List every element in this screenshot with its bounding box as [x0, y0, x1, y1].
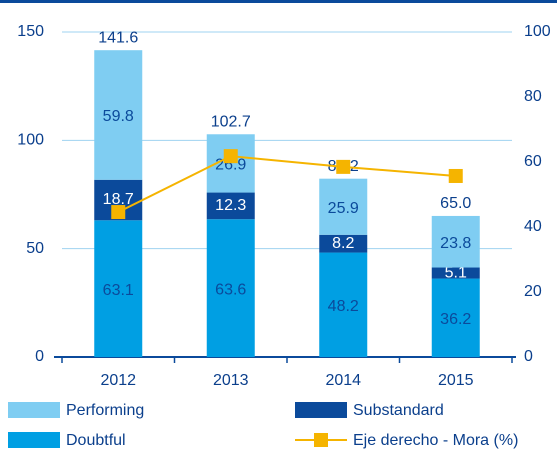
bar-segment: [431, 278, 480, 357]
total-label: 141.6: [98, 29, 138, 46]
data-label: 8.2: [332, 235, 354, 252]
total-label: 102.7: [211, 113, 251, 130]
legend-label: Substandard: [353, 402, 444, 419]
line-series: [117, 155, 456, 213]
y2-tick-label: 80: [524, 88, 542, 105]
legend-label: Performing: [66, 402, 144, 419]
y-tick-label: 100: [17, 132, 44, 149]
y2-tick-label: 100: [524, 23, 551, 40]
legend-swatch: [295, 402, 347, 418]
top-border: [0, 0, 557, 3]
legend-label: Eje derecho - Mora (%): [353, 432, 518, 449]
bar-segment: [206, 192, 255, 220]
y2-tick-label: 0: [524, 348, 533, 365]
legend-label: Doubtful: [66, 432, 126, 449]
data-label: 63.6: [215, 281, 246, 298]
line-marker: [223, 149, 238, 164]
x-tick-label: 2014: [325, 372, 361, 389]
bar-segment: [319, 234, 368, 253]
legend-marker: [314, 433, 328, 447]
data-label: 63.1: [103, 282, 134, 299]
data-label: 5.1: [445, 264, 467, 281]
bar-segment: [431, 215, 480, 268]
bar-segment: [431, 267, 480, 279]
data-label: 18.7: [103, 191, 134, 208]
bar-segment: [94, 220, 143, 357]
x-tick-label: 2015: [438, 372, 474, 389]
bar-segment: [206, 219, 255, 357]
bar-segment: [319, 252, 368, 357]
data-label: 59.8: [103, 108, 134, 125]
bar-segment: [94, 50, 143, 180]
legend-swatch: [8, 402, 60, 418]
data-label: 48.2: [328, 298, 359, 315]
y2-tick-label: 60: [524, 153, 542, 170]
y-tick-label: 150: [17, 23, 44, 40]
x-tick-label: 2013: [213, 372, 249, 389]
line-marker: [111, 205, 126, 220]
y-tick-label: 0: [35, 348, 44, 365]
line-marker: [336, 159, 351, 174]
total-label: 65.0: [440, 195, 471, 212]
y2-tick-label: 40: [524, 218, 542, 235]
line-marker: [448, 168, 463, 183]
data-label: 12.3: [215, 197, 246, 214]
y2-tick-label: 20: [524, 283, 542, 300]
data-label: 25.9: [328, 200, 359, 217]
x-tick-label: 2012: [100, 372, 136, 389]
data-label: 23.8: [440, 235, 471, 252]
legend-swatch: [8, 432, 60, 448]
y-tick-label: 50: [26, 240, 44, 257]
bar-segment: [319, 178, 368, 235]
data-label: 36.2: [440, 311, 471, 328]
